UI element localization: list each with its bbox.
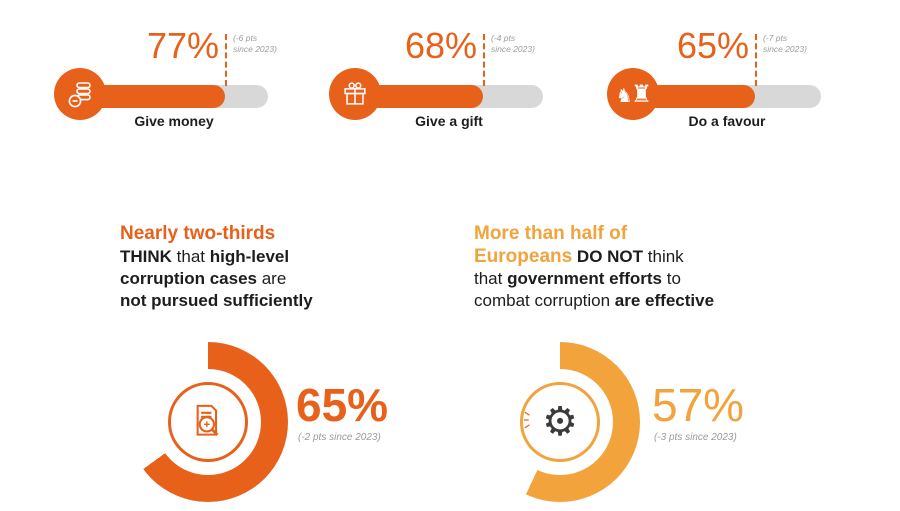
bar-change-since-2023: (-6 pts since 2023) — [233, 33, 305, 55]
bar-change-since-2023: (-4 pts since 2023) — [491, 33, 563, 55]
donut-value-label: 65% — [296, 379, 389, 431]
bar-fill — [355, 85, 483, 108]
bar-value-label: 65% — [676, 25, 749, 66]
bar-marker-dashed-line — [483, 34, 485, 86]
bar-category-label: Give money — [134, 113, 214, 129]
bar-track — [633, 85, 821, 108]
bar-item-give-money: 77% (-6 pts since 2023) Give money — [50, 28, 300, 163]
change-line-2: since 2023) — [763, 44, 807, 55]
change-line-1: (-7 pts — [763, 33, 788, 43]
donut-chart-57: ⚙ — [480, 342, 640, 502]
bar-fill — [80, 85, 225, 108]
change-line-1: (-4 pts — [491, 33, 516, 43]
magnifier-document-icon — [168, 382, 248, 462]
bar-item-give-a-gift: 68% (-4 pts since 2023) Give a gift — [325, 28, 575, 163]
statement-line: combat corruption are effective — [474, 291, 715, 310]
change-line-2: since 2023) — [491, 44, 535, 55]
bar-category-label: Do a favour — [688, 113, 766, 129]
donut-change-since-2023: (-3 pts since 2023) — [654, 432, 737, 443]
bar-fill — [633, 85, 755, 108]
donut-hole: ⚙ — [507, 369, 613, 475]
bar-track — [80, 85, 268, 108]
statement-heading: More than half of — [474, 223, 628, 244]
statement-line: THINK that high-level — [120, 247, 290, 266]
statement-heading: Nearly two-thirds — [120, 223, 276, 244]
money-coins-icon — [54, 68, 106, 120]
statement-government-efforts: More than half of Europeans DO NOT think… — [474, 222, 744, 312]
statement-high-level-corruption: Nearly two-thirds THINK that high-level … — [120, 222, 390, 312]
donut-value-label: 57% — [652, 379, 745, 431]
statement-line: that government efforts to — [474, 269, 681, 288]
bar-track — [355, 85, 543, 108]
change-line-1: (-6 pts — [233, 33, 258, 43]
gift-icon — [329, 68, 381, 120]
donut-hole — [155, 369, 261, 475]
bar-value-label: 68% — [404, 25, 477, 66]
bar-marker-dashed-line — [755, 34, 757, 86]
chess-pieces-icon: ♞♜ — [607, 68, 659, 120]
change-line-2: since 2023) — [233, 44, 277, 55]
donut-chart-65 — [128, 342, 288, 502]
bar-category-label: Give a gift — [415, 113, 483, 129]
statement-line: corruption cases are — [120, 269, 287, 288]
bar-item-do-a-favour: 65% (-7 pts since 2023) ♞♜ Do a favour — [603, 28, 853, 163]
donut-change-since-2023: (-2 pts since 2023) — [298, 432, 381, 443]
gear-icon: ⚙ — [520, 382, 600, 462]
bar-change-since-2023: (-7 pts since 2023) — [763, 33, 835, 55]
bar-value-label: 77% — [146, 25, 219, 66]
bar-marker-dashed-line — [225, 34, 227, 86]
statement-line: not pursued sufficiently — [120, 291, 313, 310]
statement-line: Europeans DO NOT think — [474, 246, 684, 267]
